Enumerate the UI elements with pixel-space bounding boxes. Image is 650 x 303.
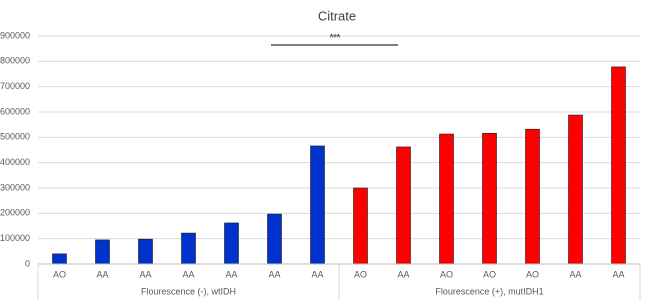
bar <box>310 145 325 265</box>
x-tick-label: AO <box>53 269 66 279</box>
y-tick-label: 900000 <box>0 30 30 40</box>
y-tick-label: 800000 <box>0 56 30 66</box>
y-tick-label: 500000 <box>0 132 30 142</box>
bar <box>611 66 626 265</box>
y-tick-label: 400000 <box>0 157 30 167</box>
significance-label: *** <box>330 32 341 42</box>
y-tick-label: 100000 <box>0 233 30 243</box>
x-tick-label: AA <box>311 269 323 279</box>
x-tick-label: AA <box>96 269 108 279</box>
y-tick-label: 200000 <box>0 208 30 218</box>
group-label: Flourescence (-), wtIDH <box>141 286 236 296</box>
x-tick-label: AA <box>182 269 194 279</box>
bar <box>138 238 153 265</box>
x-tick-label: AO <box>440 269 453 279</box>
bar <box>224 222 239 265</box>
bar <box>396 146 411 265</box>
bar <box>353 187 368 265</box>
group-label: Flourescence (+), mutIDH1 <box>435 286 543 296</box>
x-tick-label: AA <box>268 269 280 279</box>
x-tick-label: AO <box>526 269 539 279</box>
bar <box>525 128 540 265</box>
bar <box>482 132 497 265</box>
chart-title: Citrate <box>318 8 356 23</box>
y-tick-label: 0 <box>25 258 30 268</box>
y-tick-label: 700000 <box>0 81 30 91</box>
bar <box>439 133 454 265</box>
bar <box>52 253 67 265</box>
bar <box>267 213 282 265</box>
y-tick-label: 300000 <box>0 182 30 192</box>
y-tick-label: 600000 <box>0 106 30 116</box>
bar <box>568 114 583 265</box>
x-tick-label: AA <box>612 269 624 279</box>
x-tick-label: AA <box>569 269 581 279</box>
x-tick-label: AA <box>139 269 151 279</box>
x-tick-label: AO <box>354 269 367 279</box>
bar <box>95 239 110 265</box>
x-tick-label: AA <box>225 269 237 279</box>
x-tick-label: AA <box>397 269 409 279</box>
bar <box>181 232 196 265</box>
x-tick-label: AO <box>483 269 496 279</box>
